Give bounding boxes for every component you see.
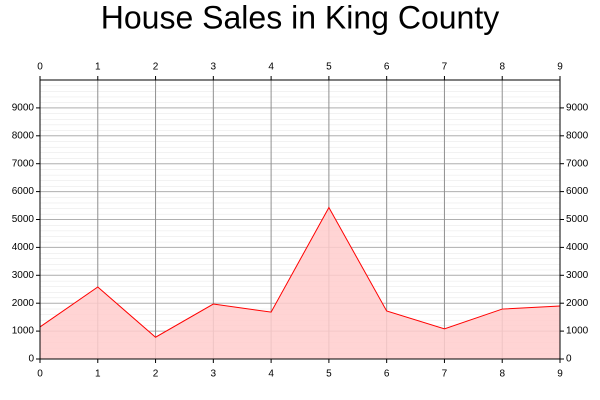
y-tick-label: 7000 — [566, 158, 589, 169]
y-tick-label: 8000 — [566, 130, 589, 141]
y-tick-label: 0 — [28, 354, 34, 365]
x-tick-label: 8 — [499, 62, 505, 73]
x-tick-label: 1 — [95, 62, 101, 73]
area — [40, 207, 560, 359]
x-tick-label: 1 — [95, 369, 101, 380]
y-tick-label: 8000 — [12, 130, 35, 141]
x-tick-label: 9 — [557, 369, 563, 380]
y-tick-label: 3000 — [12, 270, 35, 281]
x-tick-label: 5 — [326, 369, 332, 380]
y-tick-label: 1000 — [12, 326, 35, 337]
x-tick-label: 8 — [499, 369, 505, 380]
y-tick-label: 6000 — [12, 186, 35, 197]
y-tick-label: 1000 — [566, 326, 589, 337]
x-tick-label: 9 — [557, 62, 563, 73]
y-tick-label: 7000 — [12, 158, 35, 169]
line — [39, 206, 561, 338]
x-tick-label: 4 — [268, 369, 274, 380]
plot-frame — [39, 79, 561, 360]
y-tick-label: 4000 — [12, 242, 35, 253]
x-tick-label: 7 — [442, 369, 448, 380]
y-tick-label: 9000 — [12, 103, 35, 114]
x-tick-label: 7 — [442, 62, 448, 73]
x-tick-label: 3 — [211, 62, 217, 73]
chart-title: House Sales in King County — [101, 0, 499, 35]
y-tick-label: 5000 — [566, 214, 589, 225]
x-tick-label: 5 — [326, 62, 332, 73]
y-tick-label: 2000 — [566, 298, 589, 309]
y-tick-label: 9000 — [566, 103, 589, 114]
y-tick-label: 0 — [566, 354, 572, 365]
x-tick-label: 2 — [153, 369, 159, 380]
x-tick-label: 0 — [37, 62, 43, 73]
y-tick-label: 6000 — [566, 186, 589, 197]
x-tick-label: 6 — [384, 369, 390, 380]
x-tick-label: 4 — [268, 62, 274, 73]
x-tick-label: 0 — [37, 369, 43, 380]
y-tick-label: 5000 — [12, 214, 35, 225]
y-tick-label: 3000 — [566, 270, 589, 281]
x-tick-label: 6 — [384, 62, 390, 73]
x-tick-label: 2 — [153, 62, 159, 73]
y-tick-label: 2000 — [12, 298, 35, 309]
y-tick-label: 4000 — [566, 242, 589, 253]
x-tick-label: 3 — [211, 369, 217, 380]
